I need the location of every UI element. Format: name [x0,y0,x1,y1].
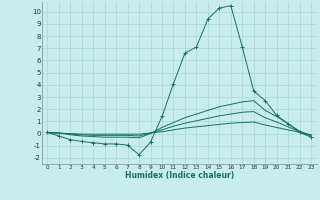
X-axis label: Humidex (Indice chaleur): Humidex (Indice chaleur) [124,171,234,180]
